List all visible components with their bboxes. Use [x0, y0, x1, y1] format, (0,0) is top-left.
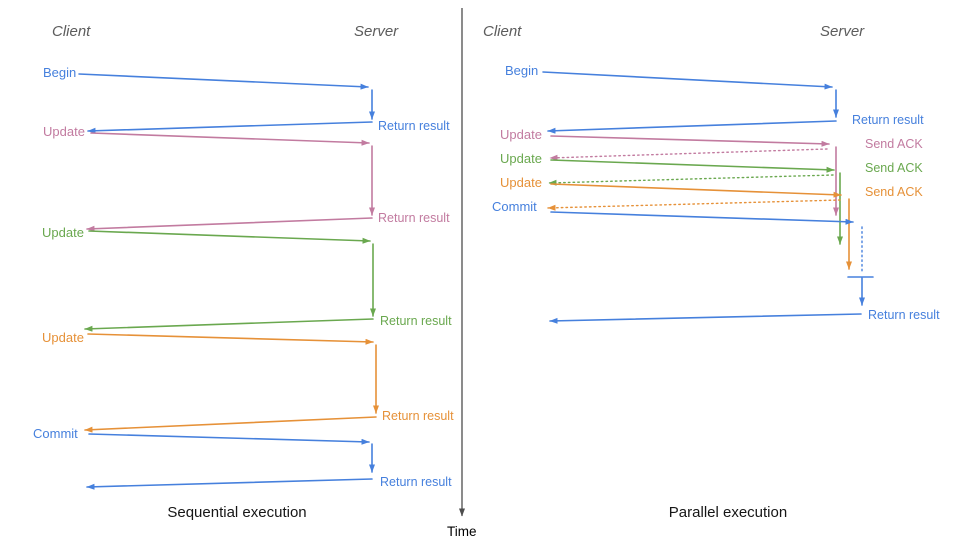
- left-msg-update1-label: Update: [43, 124, 85, 139]
- left-update2-response-line: [84, 318, 374, 332]
- left-msg-commit-label: Commit: [33, 426, 78, 441]
- right-msg-update3-label: Update: [500, 175, 542, 190]
- right-client-header: Client: [483, 23, 522, 40]
- left-response-begin-label: Return result: [378, 119, 450, 133]
- right-update3-request-line: [550, 183, 842, 198]
- right-msg-update2-label: Update: [500, 151, 542, 166]
- right-begin-response-line: [547, 120, 837, 134]
- left-caption: Sequential execution: [167, 504, 306, 521]
- right-ack-update2-label: Send ACK: [865, 161, 923, 175]
- left-update1-response-line: [86, 217, 373, 232]
- right-response-commit-label: Return result: [868, 308, 940, 322]
- left-response-update2-label: Return result: [380, 314, 452, 328]
- left-msg-begin-label: Begin: [43, 65, 76, 80]
- left-client-header: Client: [52, 23, 91, 40]
- left-msg-update3-label: Update: [42, 330, 84, 345]
- right-update2-request-line: [550, 159, 835, 173]
- right-diagram: Client Server Begin Update Update Update…: [483, 23, 940, 521]
- left-response-commit-label: Return result: [380, 475, 452, 489]
- right-server-header: Server: [820, 23, 865, 40]
- left-response-update3-label: Return result: [382, 409, 454, 423]
- right-update2-ack-line: [548, 174, 834, 186]
- left-server-header: Server: [354, 23, 399, 40]
- right-caption: Parallel execution: [669, 504, 787, 521]
- right-msg-update1-label: Update: [500, 127, 542, 142]
- left-update1-request-line: [90, 132, 370, 146]
- left-begin-response-line: [87, 121, 373, 134]
- right-msg-commit-label: Commit: [492, 199, 537, 214]
- time-axis-label: Time: [447, 524, 477, 539]
- right-ack-update3-label: Send ACK: [865, 185, 923, 199]
- right-update1-ack-line: [549, 148, 828, 161]
- left-commit-response-line: [86, 478, 373, 490]
- right-update1-request-line: [550, 135, 830, 147]
- right-begin-request-line: [542, 71, 833, 90]
- left-diagram: Client Server Begin Update Update Update…: [33, 23, 454, 521]
- left-msg-update2-label: Update: [42, 225, 84, 240]
- right-msg-begin-label: Begin: [505, 63, 538, 78]
- right-commit-response-line: [549, 313, 862, 324]
- time-axis: Time: [447, 8, 477, 539]
- left-commit-request-line: [88, 433, 370, 445]
- right-update3-ack-line: [547, 199, 841, 211]
- left-update3-response-line: [84, 416, 377, 433]
- left-update3-request-line: [87, 333, 374, 345]
- right-commit-request-line: [550, 211, 854, 225]
- left-begin-request-line: [78, 73, 369, 90]
- left-update2-request-line: [88, 230, 371, 244]
- right-response-begin-label: Return result: [852, 113, 924, 127]
- left-response-update1-label: Return result: [378, 211, 450, 225]
- right-ack-update1-label: Send ACK: [865, 137, 923, 151]
